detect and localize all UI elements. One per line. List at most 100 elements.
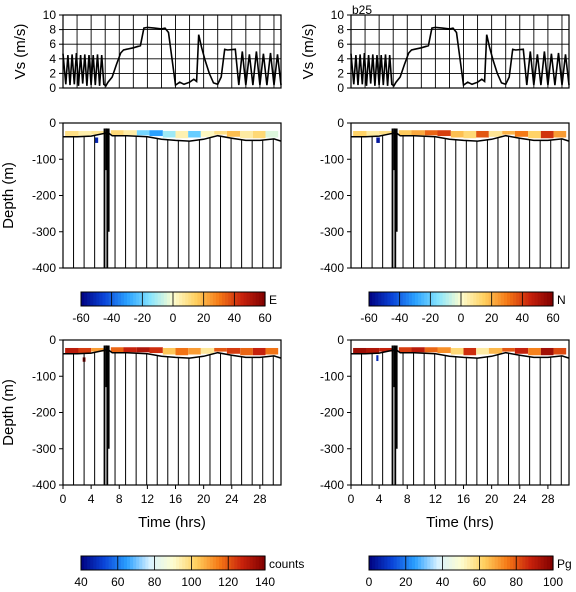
plot-frame — [350, 14, 570, 89]
data-cell — [214, 130, 227, 135]
colorbar-swatch — [433, 556, 438, 570]
colorbar-swatch — [173, 556, 177, 570]
x-tick-label: 16 — [457, 492, 471, 506]
data-cell — [411, 130, 425, 136]
colorbar-swatch — [145, 556, 150, 570]
y-tick-label: -300 — [320, 442, 344, 456]
colorbar-tick-label: 100 — [543, 575, 563, 589]
colorbar-swatch — [93, 556, 97, 570]
colorbar-swatch — [399, 556, 404, 570]
colorbar-swatch — [531, 292, 536, 306]
colorbar-Pg: 0 20 40 60 80 100 Pg — [366, 555, 572, 589]
data-cell — [488, 130, 503, 137]
colorbar-swatch — [528, 556, 533, 570]
colorbar-swatch — [439, 292, 444, 306]
colorbar-tick-label: 40 — [516, 311, 530, 325]
plot-frame — [62, 339, 282, 486]
data-cell — [424, 347, 438, 353]
colorbar-swatch — [442, 292, 447, 306]
colorbar-swatch — [540, 556, 545, 570]
data-cell — [200, 130, 215, 137]
colorbar-swatch — [237, 556, 242, 570]
colorbar-swatch — [540, 292, 545, 306]
colorbar-swatch — [108, 556, 113, 570]
data-cell — [175, 347, 189, 356]
section-Pg-panel: 0 -100 -200 -300 -400 0 4 8 12 16 20 24 28 Time (hrs) — [320, 333, 570, 531]
y-tick-label: 0 — [337, 81, 344, 95]
colorbar-swatch — [372, 556, 376, 570]
colorbar-swatch — [390, 556, 395, 570]
colorbar-swatch — [516, 556, 520, 570]
colorbar-swatch — [197, 556, 202, 570]
data-cell — [514, 130, 529, 137]
colorbar-swatch — [430, 292, 434, 306]
plot-frame — [350, 339, 570, 486]
colorbar-swatch — [402, 556, 407, 570]
colorbar-swatch — [387, 292, 392, 306]
colorbar-swatch — [84, 292, 88, 306]
colorbar-swatch — [194, 556, 199, 570]
colorbar-swatch — [136, 292, 140, 306]
colorbar-swatch — [105, 292, 110, 306]
colorbar-swatch — [503, 556, 508, 570]
colorbar-swatch — [461, 556, 465, 570]
colorbar-swatch — [421, 556, 425, 570]
colorbar-swatch — [194, 292, 199, 306]
colorbar-swatch — [188, 292, 192, 306]
colorbar-tick-label: 100 — [181, 575, 201, 589]
colorbar-swatch — [246, 292, 251, 306]
colorbar-swatch — [222, 292, 226, 306]
data-cell — [488, 347, 503, 354]
data-cell — [353, 347, 367, 354]
data-cell — [463, 347, 477, 356]
y-tick-label: -400 — [32, 261, 56, 275]
colorbar-swatch — [399, 292, 404, 306]
colorbar-swatch — [522, 292, 526, 306]
data-cell — [437, 347, 451, 354]
colorbar-swatch — [549, 292, 554, 306]
colorbar-swatch — [519, 292, 523, 306]
colorbar-swatch — [240, 292, 245, 306]
colorbar-label: Pg — [557, 557, 572, 571]
data-cell — [162, 347, 176, 355]
colorbar-swatch — [99, 556, 104, 570]
colorbar-swatch — [448, 292, 453, 306]
colorbar-swatch — [479, 556, 484, 570]
y-tick-label: 10 — [43, 8, 57, 22]
colorbar-swatch — [212, 556, 217, 570]
colorbar-label: N — [557, 293, 566, 307]
y-tick-label: -200 — [32, 189, 56, 203]
data-cell — [528, 130, 541, 139]
colorbar-swatch — [528, 292, 533, 306]
colorbar-swatch — [219, 556, 223, 570]
data-cell — [376, 355, 379, 362]
colorbar-swatch — [485, 556, 490, 570]
data-cell — [514, 347, 529, 354]
x-tick-label: 4 — [376, 492, 383, 506]
colorbar-swatch — [439, 556, 444, 570]
colorbar-swatch — [209, 556, 214, 570]
colorbar-tick-label: 40 — [228, 311, 242, 325]
colorbar-swatch — [108, 292, 113, 306]
colorbar-swatch — [537, 556, 542, 570]
colorbar-swatch — [454, 556, 459, 570]
colorbar-label: counts — [269, 557, 304, 571]
colorbar-swatch — [451, 556, 456, 570]
data-cell — [188, 130, 201, 138]
colorbar-swatch — [96, 556, 100, 570]
colorbar-swatch — [240, 556, 245, 570]
colorbar-swatch — [436, 292, 441, 306]
data-cell — [476, 130, 489, 138]
data-cell — [553, 347, 567, 355]
colorbar-swatch — [442, 556, 447, 570]
y-tick-label: 6 — [49, 37, 56, 51]
colorbar-swatch — [537, 292, 542, 306]
colorbar-swatch — [424, 556, 428, 570]
colorbar-tick-label: -20 — [422, 311, 440, 325]
y-tick-label: -200 — [320, 189, 344, 203]
colorbar-swatch — [378, 292, 382, 306]
colorbar-swatch — [179, 292, 183, 306]
colorbar-swatch — [99, 292, 104, 306]
colorbar-swatch — [169, 556, 174, 570]
station-label: b25 — [352, 3, 372, 17]
